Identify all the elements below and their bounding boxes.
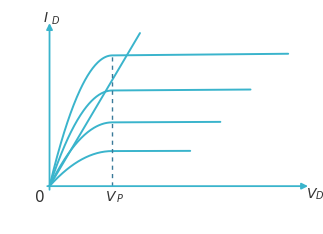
Text: $DS$: $DS$	[315, 189, 323, 201]
Text: $I$: $I$	[43, 11, 49, 25]
Text: 0: 0	[35, 190, 44, 205]
Text: $V$: $V$	[306, 187, 318, 201]
Text: $V$: $V$	[105, 190, 117, 204]
Text: $D$: $D$	[51, 14, 60, 26]
Text: $P$: $P$	[116, 192, 124, 204]
